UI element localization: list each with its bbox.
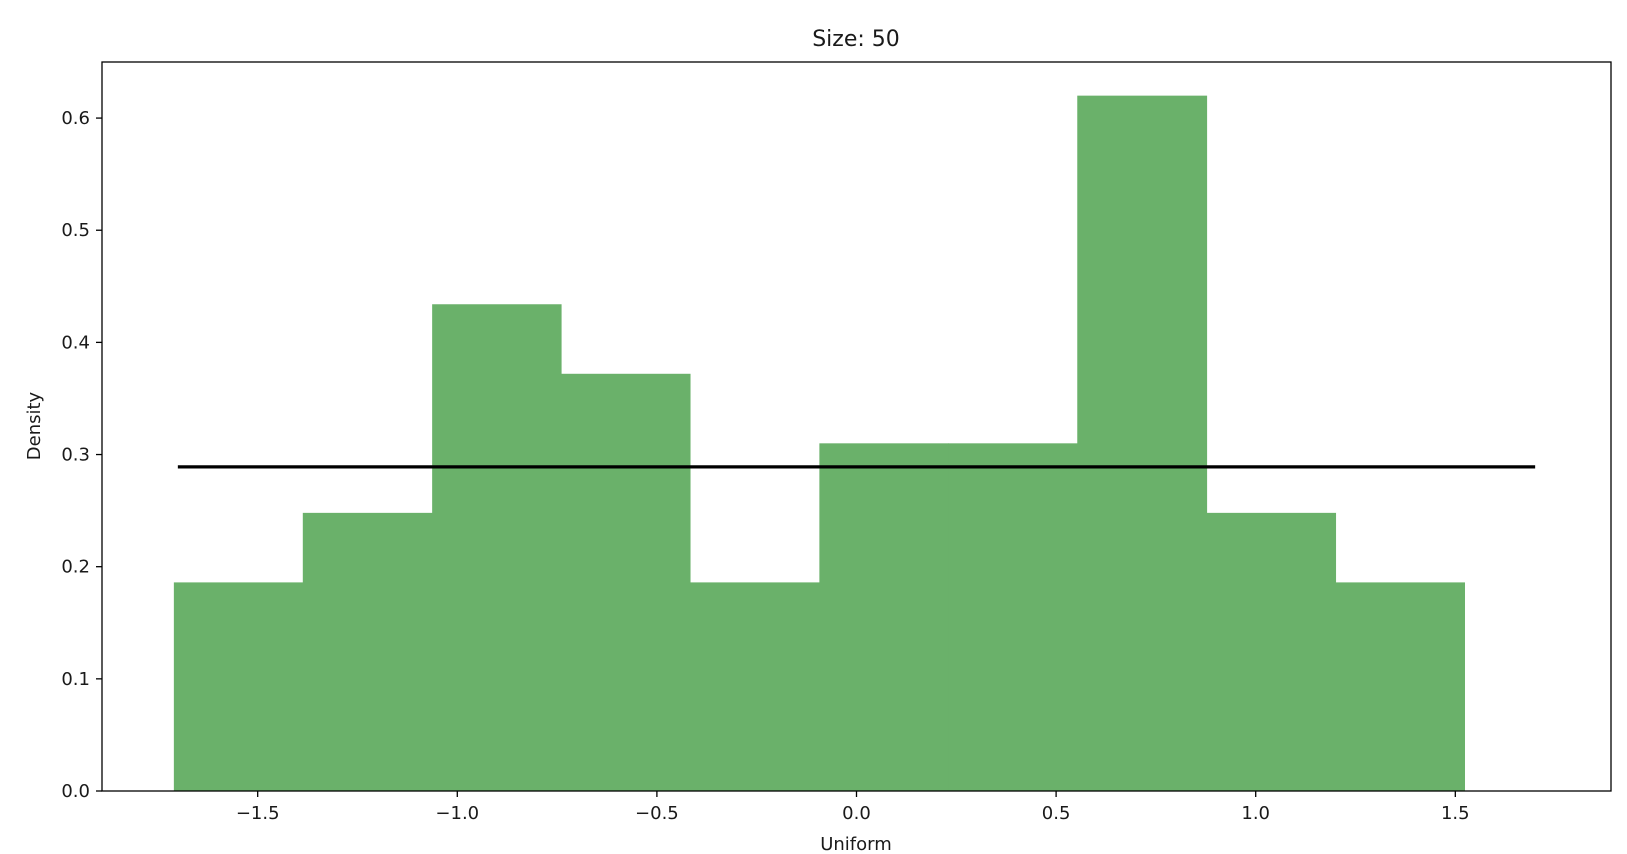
y-axis-label: Density [24, 391, 45, 460]
x-axis-ticks: −1.5 −1.0 −0.5 0.0 0.5 1.0 1.5 [236, 791, 1470, 824]
y-axis-ticks: 0.0 0.1 0.2 0.3 0.4 0.5 0.6 [61, 108, 102, 802]
y-tick-label: 0.4 [61, 332, 90, 353]
y-tick-label: 0.0 [61, 781, 90, 802]
histogram-bar [948, 443, 1078, 791]
y-tick-label: 0.6 [61, 108, 90, 129]
y-tick-label: 0.2 [61, 557, 90, 578]
histogram-bar [1335, 582, 1465, 791]
histogram-bar [302, 512, 433, 791]
x-tick-label: 0.5 [1042, 803, 1071, 824]
histogram-bar [1077, 95, 1208, 791]
histogram-bars [173, 95, 1465, 791]
x-tick-label: 0.0 [842, 803, 871, 824]
histogram-bar [819, 443, 949, 791]
histogram-bar [173, 582, 304, 791]
y-tick-label: 0.5 [61, 220, 90, 241]
x-tick-label: −0.5 [635, 803, 679, 824]
x-axis-label: Uniform [820, 834, 892, 854]
chart-title: Size: 50 [812, 27, 900, 52]
y-tick-label: 0.3 [61, 445, 90, 466]
x-tick-label: 1.5 [1441, 803, 1470, 824]
histogram-bar [432, 304, 562, 791]
x-tick-label: −1.0 [435, 803, 479, 824]
histogram-bar [690, 582, 820, 791]
histogram-bar [561, 373, 691, 791]
x-tick-label: −1.5 [236, 803, 280, 824]
histogram-bar [1206, 512, 1337, 791]
x-tick-label: 1.0 [1241, 803, 1270, 824]
y-tick-label: 0.1 [61, 669, 90, 690]
